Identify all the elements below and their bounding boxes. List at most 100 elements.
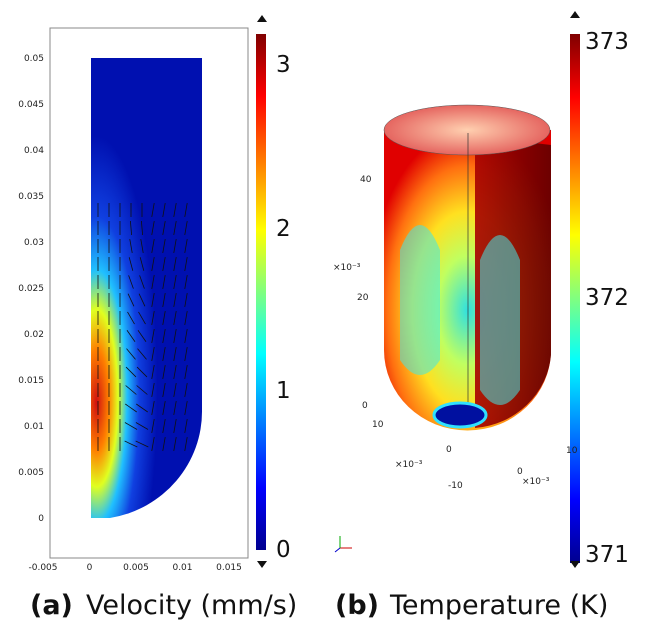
arrow (173, 275, 177, 289)
x-tick-label: 0.01 (172, 563, 192, 573)
axis-label: ×10⁻³ (522, 477, 550, 487)
arrow (184, 365, 188, 379)
arrow (184, 437, 188, 451)
arrow (162, 239, 166, 253)
heater-zone (432, 401, 488, 429)
arrow (138, 311, 146, 325)
arrow (127, 311, 135, 325)
arrow (151, 203, 155, 217)
y-tick-label: 0.045 (18, 100, 44, 110)
arrow (184, 383, 188, 397)
arrow (126, 348, 136, 360)
arrow (162, 383, 166, 397)
arrow (151, 275, 155, 289)
arrow (184, 257, 188, 271)
y-tick-label: 0.005 (18, 468, 44, 478)
colorbar-label: 3 (276, 52, 291, 78)
y-tick-label: 0.04 (24, 146, 44, 156)
arrow (128, 257, 134, 271)
x-tick-label: -0.005 (28, 563, 57, 573)
y-tick-label: 0.015 (18, 376, 44, 386)
arrow (151, 437, 155, 451)
colorbar-label: 372 (585, 285, 629, 311)
cool-zones (400, 225, 520, 405)
colorbar-label: 0 (276, 537, 291, 563)
arrow (151, 383, 155, 397)
arrow (162, 365, 166, 379)
cylinder-top (383, 104, 551, 156)
x-tick-label: 0.015 (216, 563, 242, 573)
arrow (162, 329, 166, 343)
arrow (127, 293, 135, 307)
arrow (125, 403, 137, 413)
colorbar-label: 371 (585, 542, 629, 568)
arrow (173, 329, 177, 343)
arrow (162, 203, 166, 217)
arrow (173, 239, 177, 253)
arrow (151, 257, 155, 271)
panel-b-labels: 40×10⁻³20010×10⁻³0-100×10⁻³10373372371(b… (333, 29, 629, 621)
arrow (162, 221, 166, 235)
arrow (124, 422, 138, 430)
arrow (151, 239, 155, 253)
arrow (184, 221, 188, 235)
axis-label: 0 (446, 445, 452, 455)
arrow (173, 365, 177, 379)
arrow (184, 347, 188, 361)
y-tick-label: 0 (38, 514, 44, 524)
arrow (162, 275, 166, 289)
axis-label: 10 (372, 420, 384, 430)
arrow (125, 366, 137, 378)
x-tick-label: 0 (87, 563, 93, 573)
arrow (162, 419, 166, 433)
arrow (136, 385, 148, 395)
arrow (139, 275, 145, 289)
arrow (173, 311, 177, 325)
arrow (137, 330, 147, 342)
arrow (162, 437, 166, 451)
axis-label: ×10⁻³ (333, 263, 361, 273)
caption-label: (a) (30, 590, 73, 621)
arrow (162, 293, 166, 307)
axis-label: -10 (448, 481, 463, 491)
panel-a-labels: -0.005 0 0.005 0.01 0.015 0.05 0.045 0.04 0.035 0… (18, 52, 297, 621)
y-tick-label: 0.035 (18, 192, 44, 202)
arrow (162, 401, 166, 415)
arrow (139, 257, 145, 271)
arrow (136, 366, 148, 378)
axis-label: 0 (517, 467, 523, 477)
arrow (173, 221, 177, 235)
velocity-field (91, 58, 203, 518)
arrow (184, 329, 188, 343)
y-tick-label: 0.02 (24, 330, 44, 340)
arrow (138, 293, 146, 307)
arrow (124, 440, 138, 448)
velocity-arrows (97, 203, 188, 451)
caption: Velocity (mm/s) (86, 590, 297, 621)
arrow (151, 401, 155, 415)
x-tick-label: 0.005 (123, 563, 149, 573)
axis-label: 20 (357, 293, 369, 303)
y-tick-label: 0.03 (24, 238, 44, 248)
axis-triad (334, 536, 352, 553)
arrow (173, 419, 177, 433)
arrow (184, 293, 188, 307)
arrow (184, 275, 188, 289)
caption-label: (b) (335, 590, 379, 621)
arrow (184, 419, 188, 433)
axis-label: 10 (566, 446, 578, 456)
arrow (184, 311, 188, 325)
arrow (137, 348, 147, 360)
y-tick-label: 0.025 (18, 284, 44, 294)
arrow (129, 239, 133, 253)
arrow (128, 275, 134, 289)
colorbar-label: 373 (585, 29, 629, 55)
arrow (173, 257, 177, 271)
arrow (173, 347, 177, 361)
arrow (162, 311, 166, 325)
arrow (184, 401, 188, 415)
colorbar (570, 34, 580, 563)
arrow (162, 257, 166, 271)
arrow (136, 403, 148, 413)
